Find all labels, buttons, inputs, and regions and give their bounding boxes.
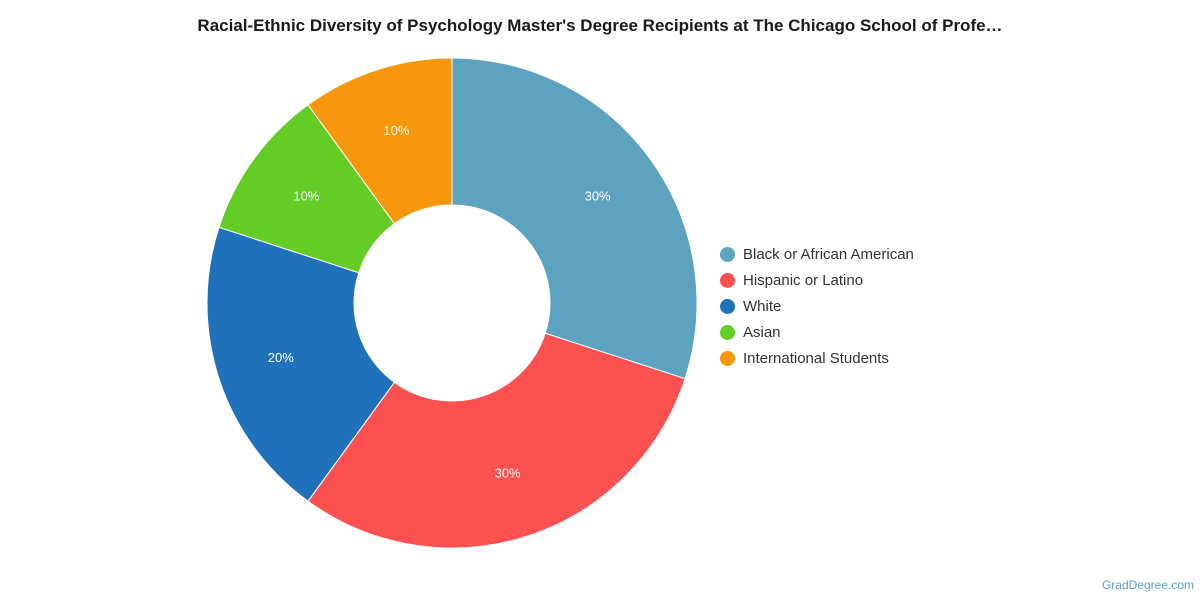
legend-label: Asian <box>743 323 781 341</box>
slice-label-black-or-african-american: 30% <box>585 189 611 204</box>
legend-label: White <box>743 297 782 315</box>
legend-swatch <box>720 272 735 288</box>
legend-item-international-students[interactable]: International Students <box>720 345 914 371</box>
credit-link[interactable]: GradDegree.com <box>1101 578 1194 592</box>
legend-swatch <box>720 324 735 340</box>
slice-international-students[interactable] <box>307 57 453 225</box>
slices <box>206 57 698 549</box>
legend-item-black-or-african-american[interactable]: Black or African American <box>720 241 914 267</box>
slice-labels: 30% 30% 20% 10% 10% <box>268 123 611 480</box>
slice-label-hispanic-or-latino: 30% <box>495 466 521 481</box>
legend-swatch <box>720 298 735 314</box>
slice-hispanic-or-latino[interactable] <box>307 332 686 549</box>
legend-label: Black or African American <box>743 245 914 263</box>
legend-item-asian[interactable]: Asian <box>720 319 914 345</box>
legend-item-hispanic-or-latino[interactable]: Hispanic or Latino <box>720 267 914 293</box>
slice-label-international-students: 10% <box>383 123 409 138</box>
legend-swatch <box>720 350 735 366</box>
slice-black-or-african-american[interactable] <box>451 57 698 380</box>
legend-swatch <box>720 246 735 262</box>
slice-white[interactable] <box>206 226 396 502</box>
slice-label-white: 20% <box>268 350 294 365</box>
legend: Black or African American Hispanic or Lat… <box>720 241 914 371</box>
legend-item-white[interactable]: White <box>720 293 914 319</box>
legend-label: International Students <box>743 349 889 367</box>
slice-label-asian: 10% <box>293 189 319 204</box>
legend-label: Hispanic or Latino <box>743 271 864 289</box>
chart-title: Racial-Ethnic Diversity of Psychology Ma… <box>197 16 1003 35</box>
